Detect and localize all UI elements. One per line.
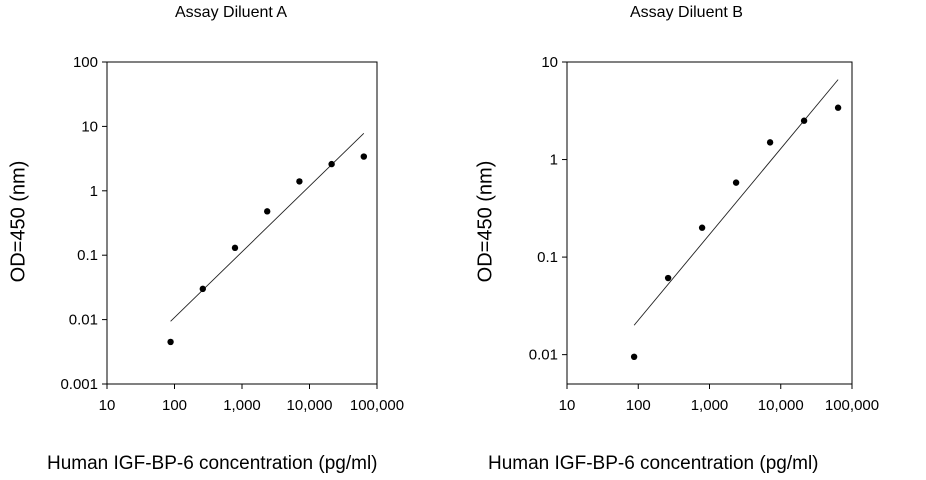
x-axis-label: Human IGF-BP-6 concentration (pg/ml) bbox=[47, 453, 378, 474]
y-tick-label: 100 bbox=[73, 54, 98, 71]
fit-line bbox=[170, 133, 365, 322]
chart-title: Assay Diluent B bbox=[630, 4, 743, 21]
y-tick-label: 0.001 bbox=[60, 376, 98, 393]
data-point bbox=[800, 117, 808, 124]
x-tick-label: 1,000 bbox=[691, 397, 729, 414]
data-point bbox=[296, 178, 303, 185]
y-tick-label: 0.1 bbox=[537, 249, 558, 266]
x-tick-label: 100 bbox=[162, 397, 187, 414]
y-tick-label: 10 bbox=[81, 118, 98, 135]
data-point bbox=[630, 353, 638, 361]
plot-frame bbox=[566, 61, 853, 385]
data-point bbox=[199, 285, 206, 293]
x-tick-label: 10,000 bbox=[287, 397, 333, 414]
data-point bbox=[328, 160, 335, 168]
plot-area: 10 100 1,000 10,000 100,000 0.001 0.01 0.1 1 10 10… bbox=[60, 54, 404, 414]
x-tick-label: 10,000 bbox=[758, 397, 804, 414]
data-point bbox=[264, 208, 271, 215]
data-point bbox=[167, 338, 174, 346]
chart-panel-a: Assay Diluent A OD=450 (nm) Human IGF-BP… bbox=[7, 4, 404, 474]
x-tick-label: 10 bbox=[559, 397, 576, 414]
data-point bbox=[698, 224, 706, 231]
data-point bbox=[732, 179, 740, 186]
data-point bbox=[231, 244, 239, 252]
data-point bbox=[834, 104, 842, 111]
x-tick-label: 100,000 bbox=[825, 397, 879, 414]
y-tick-label: 1 bbox=[550, 152, 558, 169]
fit-line bbox=[633, 79, 839, 326]
chart-title: Assay Diluent A bbox=[175, 4, 288, 21]
y-tick-label: 0.1 bbox=[77, 247, 98, 264]
x-tick-label: 10 bbox=[99, 397, 116, 414]
data-point bbox=[360, 153, 368, 160]
x-tick-label: 100,000 bbox=[350, 397, 404, 414]
y-tick-label: 1 bbox=[90, 183, 98, 200]
data-point bbox=[664, 274, 672, 282]
y-tick-label: 10 bbox=[541, 54, 558, 71]
x-tick-label: 100 bbox=[626, 397, 651, 414]
plot-frame bbox=[106, 61, 378, 385]
x-tick-label: 1,000 bbox=[223, 397, 261, 414]
chart-panel-b: Assay Diluent B OD=450 (nm) Human IGF-BP… bbox=[470, 0, 926, 480]
y-tick-label: 0.01 bbox=[529, 347, 558, 364]
x-axis-label: Human IGF-BP-6 concentration (pg/ml) bbox=[488, 453, 819, 474]
y-tick-label: 0.01 bbox=[69, 312, 98, 329]
data-point bbox=[766, 139, 774, 146]
plot-area: 10 100 1,000 10,000 100,000 0.01 0.1 1 10 bbox=[529, 54, 879, 414]
